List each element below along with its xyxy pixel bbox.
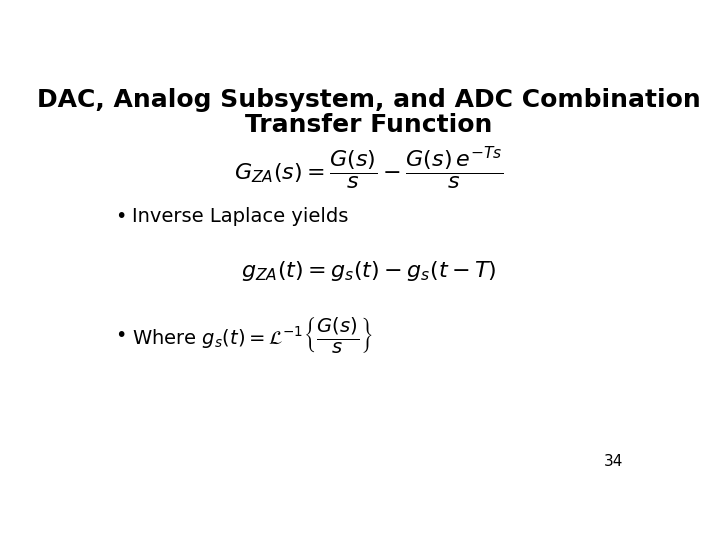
Text: •: •: [115, 326, 127, 345]
Text: $g_{ZA}(t) = g_s(t) - g_s(t - T)$: $g_{ZA}(t) = g_s(t) - g_s(t - T)$: [241, 259, 497, 282]
Text: DAC, Analog Subsystem, and ADC Combination: DAC, Analog Subsystem, and ADC Combinati…: [37, 87, 701, 112]
Text: 34: 34: [603, 454, 623, 469]
Text: Transfer Function: Transfer Function: [246, 113, 492, 137]
Text: •: •: [115, 207, 127, 226]
Text: Where $g_s(t) = \mathcal{L}^{-1}\left\{\dfrac{G(s)}{s}\right\}$: Where $g_s(t) = \mathcal{L}^{-1}\left\{\…: [132, 315, 373, 355]
Text: Inverse Laplace yields: Inverse Laplace yields: [132, 207, 348, 226]
Text: $G_{ZA}(s) = \dfrac{G(s)}{s} - \dfrac{G(s)\, e^{-Ts}}{s}$: $G_{ZA}(s) = \dfrac{G(s)}{s} - \dfrac{G(…: [234, 145, 504, 192]
